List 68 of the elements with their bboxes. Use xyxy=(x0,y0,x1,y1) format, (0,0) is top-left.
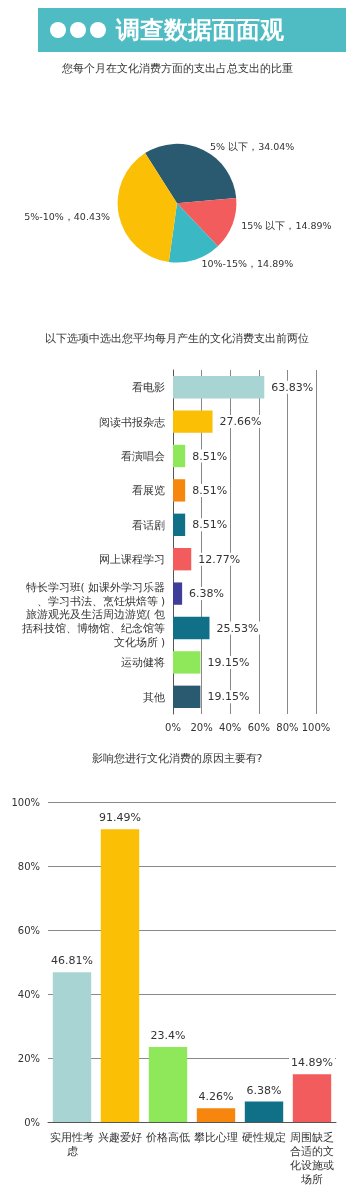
data-label: 91.49% xyxy=(99,811,141,825)
x-tick-label: 0% xyxy=(165,721,181,733)
y-tick-label: 特长学习班( 如课外学习乐器、学习书法、烹饪烘焙等 ) xyxy=(25,580,165,607)
slice-label: 15% 以下，14.89% xyxy=(241,220,332,232)
y-tick-label: 运动健将 xyxy=(121,656,165,669)
y-tick-label: 40% xyxy=(17,988,40,1000)
data-label: 23.4% xyxy=(150,1029,186,1043)
y-tick-label: 20% xyxy=(17,1052,40,1064)
bar xyxy=(173,444,186,468)
bar xyxy=(100,829,140,1122)
data-label: 6.38% xyxy=(189,587,225,601)
data-label: 27.66% xyxy=(219,415,262,429)
bar xyxy=(173,651,201,674)
data-label: 63.83% xyxy=(271,380,314,394)
data-label: 8.51% xyxy=(192,483,228,497)
data-label: 19.15% xyxy=(207,655,250,669)
y-tick-label: 其他 xyxy=(143,690,165,703)
bar xyxy=(173,410,213,433)
slice-label: 5% 以下，34.04% xyxy=(210,140,295,152)
x-tick-label: 硬性规定 xyxy=(242,1131,286,1143)
y-tick-label: 旅游观光及生活周边游览( 包括科技馆、博物馆、纪念馆等文化场所 ) xyxy=(22,608,165,648)
x-tick-label: 攀比心理 xyxy=(194,1131,238,1143)
chart-subtitle: 您每个月在文化消费方面的支出占总支出的比重 xyxy=(60,62,293,75)
bar xyxy=(173,616,210,640)
data-label: 46.81% xyxy=(51,954,93,968)
x-tick-label: 60% xyxy=(247,721,270,733)
bar xyxy=(173,685,201,708)
x-tick-label: 100% xyxy=(301,721,331,733)
y-tick-label: 看演唱会 xyxy=(121,450,165,462)
bar xyxy=(244,1101,284,1122)
bar xyxy=(173,479,186,502)
x-tick-label: 价格高低 xyxy=(145,1131,190,1143)
x-tick-label: 40% xyxy=(219,721,242,733)
y-tick-label: 60% xyxy=(17,924,40,936)
data-label: 25.53% xyxy=(216,621,259,635)
data-label: 4.26% xyxy=(198,1090,234,1104)
y-tick-label: 看电影 xyxy=(132,381,165,394)
bar xyxy=(173,548,192,571)
data-label: 19.15% xyxy=(207,690,250,704)
bar xyxy=(196,1108,236,1122)
chart-title: 影响您进行文化消费的原因主要有? xyxy=(91,752,263,765)
data-label: 8.51% xyxy=(192,449,228,463)
bar xyxy=(52,972,92,1122)
slice-label: 5%-10%，40.43% xyxy=(24,211,111,223)
y-tick-label: 看展览 xyxy=(132,484,165,497)
data-label: 8.51% xyxy=(192,518,228,532)
bar xyxy=(292,1074,332,1122)
y-tick-label: 看话剧 xyxy=(132,518,165,531)
data-label: 14.89% xyxy=(291,1056,333,1070)
y-tick-label: 100% xyxy=(11,796,40,808)
y-tick-label: 0% xyxy=(24,1116,40,1128)
y-tick-label: 阅读书报杂志 xyxy=(99,415,165,428)
bar xyxy=(148,1047,188,1122)
data-label: 12.77% xyxy=(198,552,241,566)
bar xyxy=(173,513,186,536)
x-tick-label: 周围缺乏合适的文化设施或场所 xyxy=(290,1131,334,1185)
x-tick-label: 实用性考虑 xyxy=(50,1131,94,1157)
bar xyxy=(173,582,183,605)
chart-title: 调查数据面面观 xyxy=(116,15,284,46)
x-tick-label: 20% xyxy=(190,721,213,733)
x-tick-label: 80% xyxy=(276,721,299,733)
x-tick-label: 兴趣爱好 xyxy=(98,1131,142,1143)
y-tick-label: 80% xyxy=(17,860,40,872)
data-label: 6.38% xyxy=(246,1083,282,1097)
y-tick-label: 网上课程学习 xyxy=(99,553,165,566)
bar xyxy=(173,376,265,399)
chart-title: 以下选项中选出您平均每月产生的文化消费支出前两位 xyxy=(45,332,309,345)
slice-label: 10%-15%，14.89% xyxy=(201,258,294,270)
